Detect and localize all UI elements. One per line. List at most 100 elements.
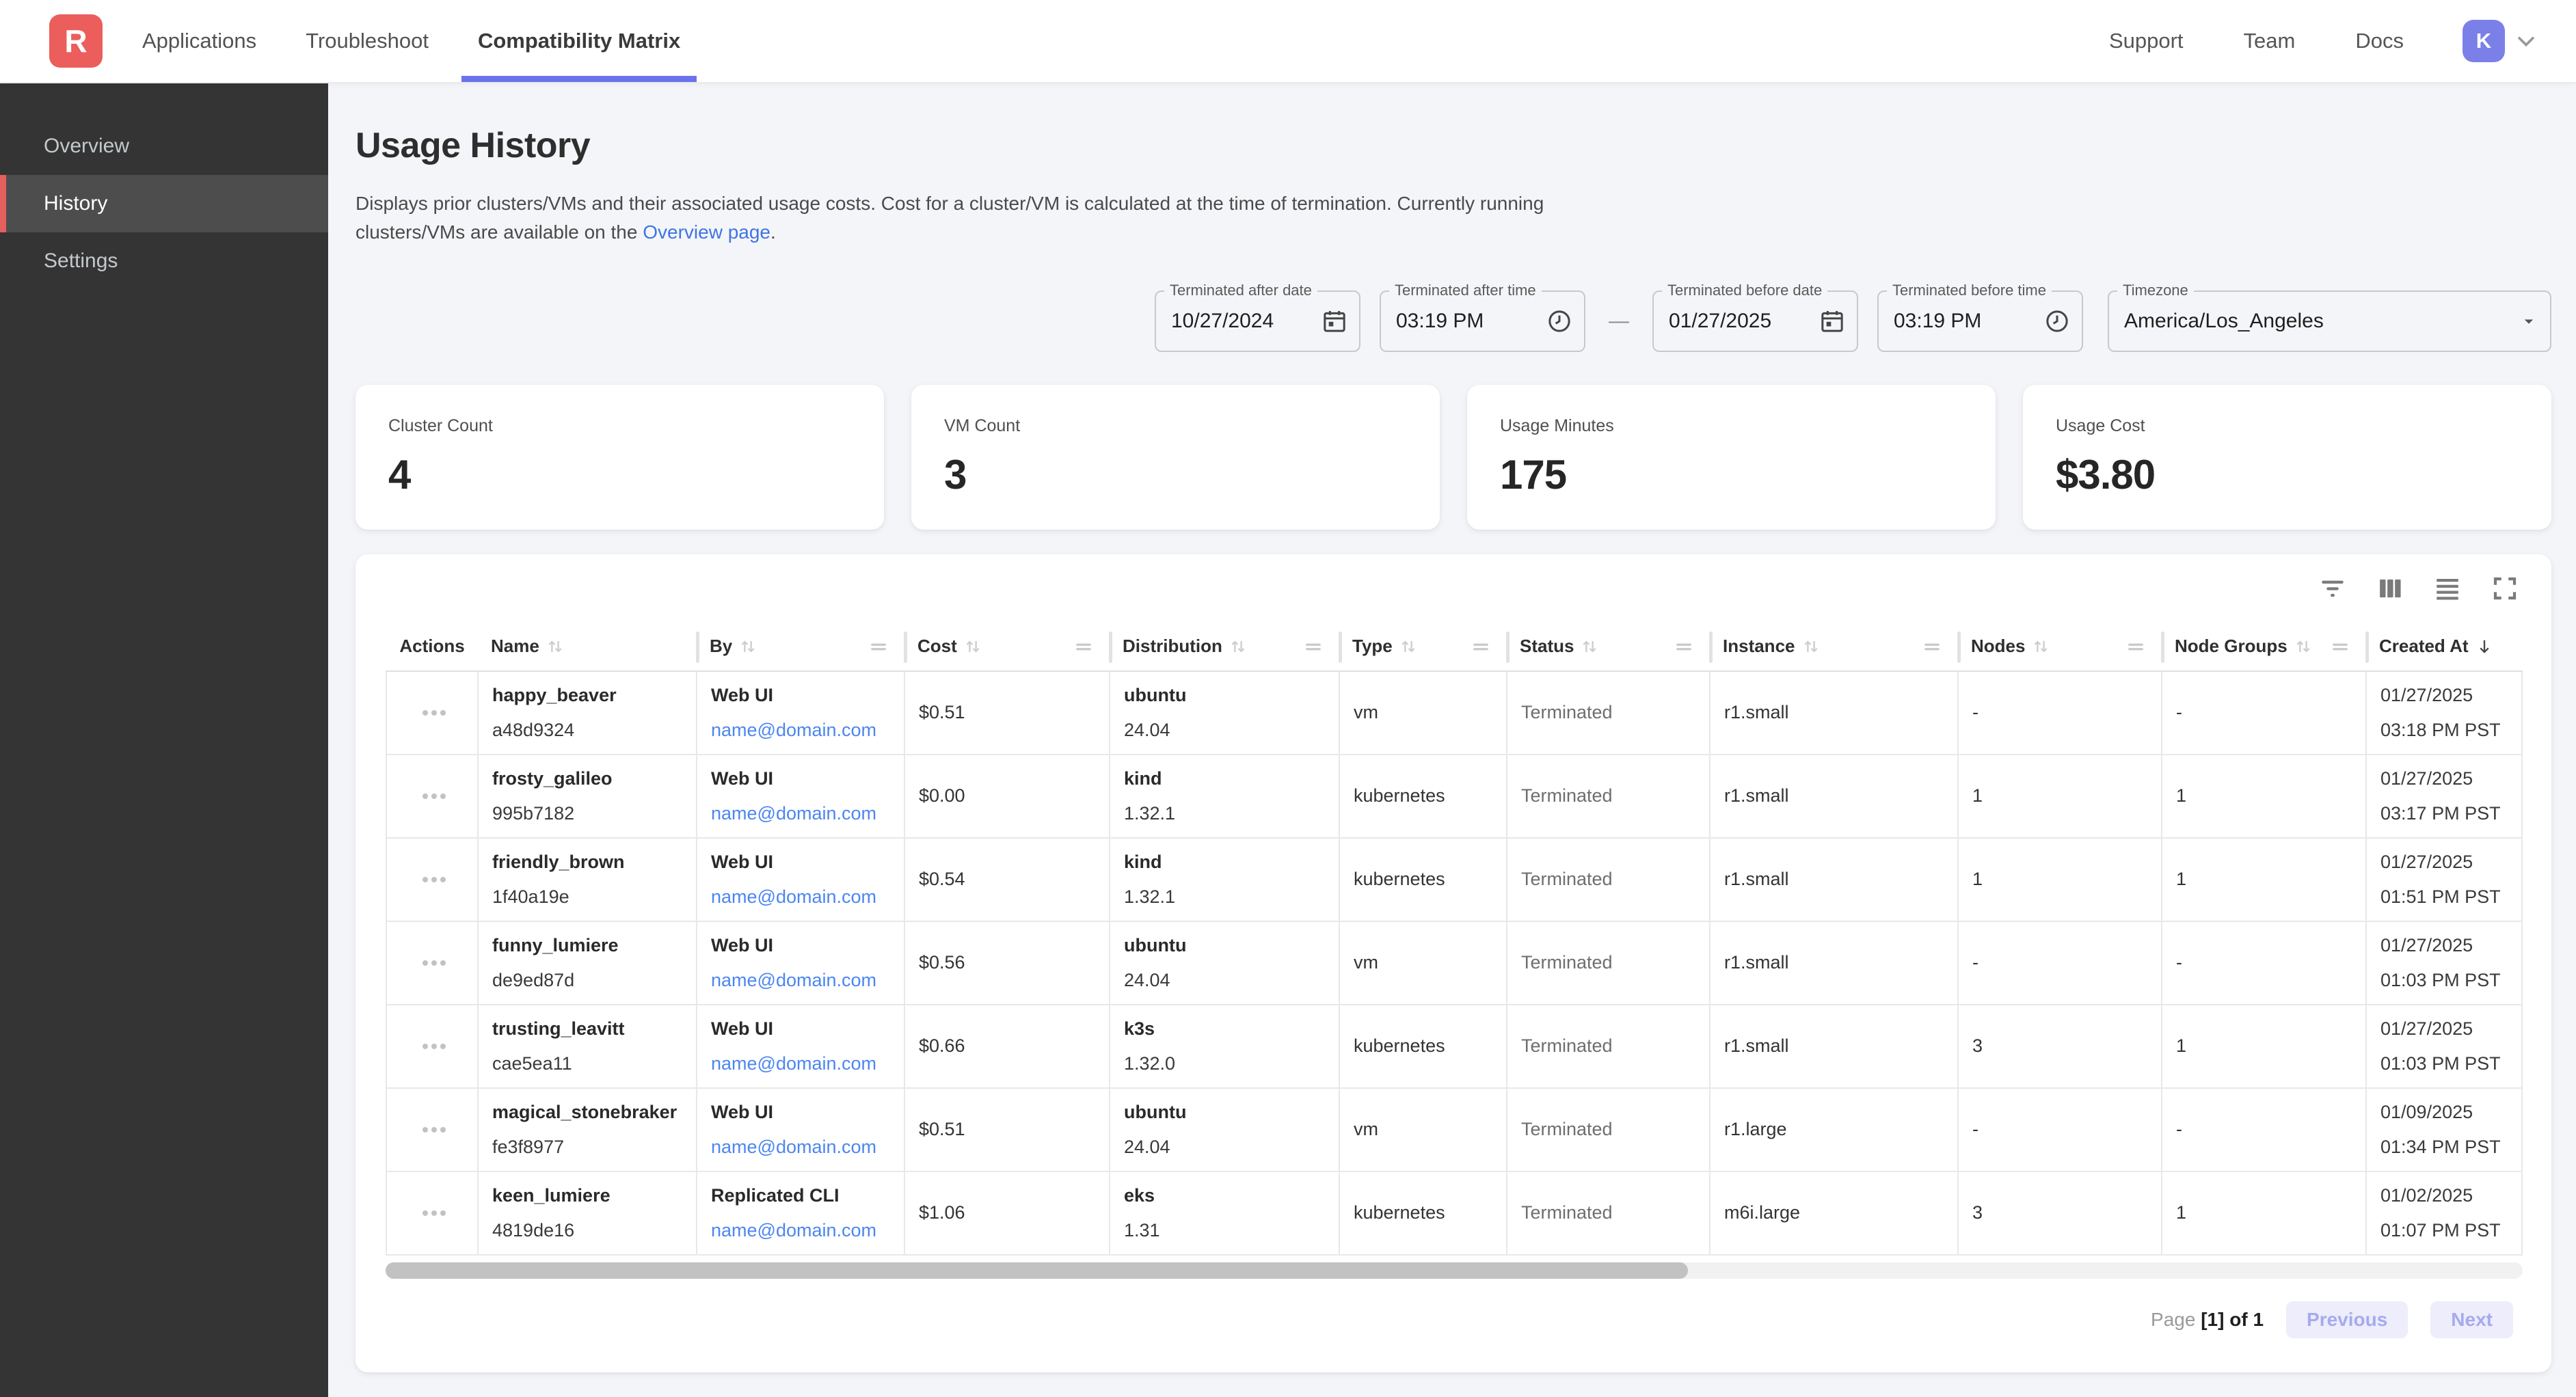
filter-terminated-after-date[interactable]: Terminated after date10/27/2024 xyxy=(1155,290,1360,352)
filter-terminated-after-date-value[interactable]: 10/27/2024 xyxy=(1171,310,1314,333)
filter-terminated-before-time[interactable]: Terminated before time03:19 PM xyxy=(1877,290,2083,352)
nav-link-team[interactable]: Team xyxy=(2214,29,2326,53)
clock-icon[interactable] xyxy=(2043,308,2071,335)
cell-status: Terminated xyxy=(1507,839,1710,921)
row-actions-button[interactable] xyxy=(386,672,479,754)
clock-icon[interactable] xyxy=(1546,308,1573,335)
row-actions-button[interactable] xyxy=(386,839,479,921)
created-by-email-link[interactable]: name@domain.com xyxy=(711,886,894,908)
toolbar-columns-button[interactable] xyxy=(2375,575,2405,605)
cell-status: Terminated xyxy=(1507,672,1710,754)
filter-terminated-before-time-value[interactable]: 03:19 PM xyxy=(1894,310,2037,333)
column-header-nodes[interactable]: Nodes xyxy=(1959,623,2162,670)
previous-page-button[interactable]: Previous xyxy=(2286,1301,2408,1338)
cell-instance: r1.small xyxy=(1710,755,1959,837)
created-by-email-link[interactable]: name@domain.com xyxy=(711,803,894,824)
created-at-date: 01/02/2025 xyxy=(2380,1185,2512,1206)
column-menu-icon[interactable] xyxy=(2331,638,2349,655)
sort-desc-arrow-icon[interactable] xyxy=(2474,636,2495,657)
nav-tab-troubleshoot[interactable]: Troubleshoot xyxy=(285,0,449,82)
cell-distribution: ubuntu24.04 xyxy=(1110,672,1340,754)
filter-timezone[interactable]: TimezoneAmerica/Los_Angeles xyxy=(2108,290,2551,352)
horizontal-scrollbar-track[interactable] xyxy=(386,1262,2523,1279)
sidebar-item-settings[interactable]: Settings xyxy=(0,232,328,290)
sort-arrows-icon[interactable] xyxy=(2030,636,2051,657)
replicated-logo[interactable]: R xyxy=(49,14,103,68)
cell-cost: $0.51 xyxy=(905,672,1110,754)
cell-distribution: eks1.31 xyxy=(1110,1172,1340,1254)
column-header-label: By xyxy=(710,636,732,657)
nav-tab-applications[interactable]: Applications xyxy=(122,0,277,82)
column-menu-icon[interactable] xyxy=(870,638,887,655)
cost-value: $0.66 xyxy=(919,1035,1099,1057)
toolbar-density-button[interactable] xyxy=(2432,575,2463,605)
column-header-status[interactable]: Status xyxy=(1507,623,1710,670)
created-at-time: 01:51 PM PST xyxy=(2380,886,2512,908)
calendar-icon[interactable] xyxy=(1321,308,1348,335)
cell-by: Replicated CLIname@domain.com xyxy=(697,1172,905,1254)
column-menu-icon[interactable] xyxy=(1923,638,1941,655)
created-by-email-link[interactable]: name@domain.com xyxy=(711,1053,894,1074)
row-actions-button[interactable] xyxy=(386,1089,479,1171)
next-page-button[interactable]: Next xyxy=(2430,1301,2513,1338)
column-header-instance[interactable]: Instance xyxy=(1710,623,1959,670)
sort-arrows-icon[interactable] xyxy=(545,636,565,657)
column-menu-icon[interactable] xyxy=(2127,638,2145,655)
date-filter-bar: Terminated after date10/27/2024 Terminate… xyxy=(355,290,2551,352)
row-actions-button[interactable] xyxy=(386,1172,479,1254)
column-header-node_groups[interactable]: Node Groups xyxy=(2162,623,2367,670)
column-menu-icon[interactable] xyxy=(1304,638,1322,655)
created-by-email-link[interactable]: name@domain.com xyxy=(711,970,894,991)
filter-terminated-before-date[interactable]: Terminated before date01/27/2025 xyxy=(1652,290,1858,352)
column-header-name[interactable]: Name xyxy=(479,623,697,670)
created-by-source: Web UI xyxy=(711,935,894,956)
column-menu-icon[interactable] xyxy=(1472,638,1490,655)
nav-link-support[interactable]: Support xyxy=(2079,29,2214,53)
stat-value: 4 xyxy=(388,451,851,498)
filter-timezone-value[interactable]: America/Los_Angeles xyxy=(2124,310,2512,333)
sidebar-item-overview[interactable]: Overview xyxy=(0,118,328,175)
cluster-name: frosty_galileo xyxy=(492,768,686,789)
node-groups-value: 1 xyxy=(2176,1202,2356,1223)
row-actions-button[interactable] xyxy=(386,755,479,837)
overview-page-link[interactable]: Overview page xyxy=(643,221,770,243)
sort-arrows-icon[interactable] xyxy=(2293,636,2313,657)
sort-arrows-icon[interactable] xyxy=(738,636,758,657)
column-header-distribution[interactable]: Distribution xyxy=(1110,623,1340,670)
toolbar-fullscreen-button[interactable] xyxy=(2490,575,2520,605)
cell-distribution: ubuntu24.04 xyxy=(1110,1089,1340,1171)
filter-terminated-before-date-value[interactable]: 01/27/2025 xyxy=(1669,310,1812,333)
filter-terminated-after-time[interactable]: Terminated after time03:19 PM xyxy=(1380,290,1585,352)
column-header-actions: Actions xyxy=(386,623,479,670)
horizontal-scrollbar-thumb[interactable] xyxy=(386,1262,1688,1279)
column-header-created_at[interactable]: Created At xyxy=(2367,623,2523,670)
sort-arrows-icon[interactable] xyxy=(1801,636,1821,657)
sort-arrows-icon[interactable] xyxy=(1579,636,1600,657)
user-avatar[interactable]: K xyxy=(2463,20,2505,62)
created-by-email-link[interactable]: name@domain.com xyxy=(711,720,894,741)
instance-value: r1.small xyxy=(1724,952,1948,973)
sidebar-item-history[interactable]: History xyxy=(0,175,328,232)
sort-arrows-icon[interactable] xyxy=(1228,636,1248,657)
toolbar-filter-button[interactable] xyxy=(2318,575,2348,605)
column-menu-icon[interactable] xyxy=(1075,638,1092,655)
nav-link-docs[interactable]: Docs xyxy=(2325,29,2434,53)
nav-tab-compatibility-matrix[interactable]: Compatibility Matrix xyxy=(457,0,701,82)
created-by-email-link[interactable]: name@domain.com xyxy=(711,1137,894,1158)
created-by-email-link[interactable]: name@domain.com xyxy=(711,1220,894,1241)
cell-node_groups: 1 xyxy=(2162,1005,2367,1087)
column-header-by[interactable]: By xyxy=(697,623,905,670)
actions-dot xyxy=(422,1044,428,1049)
actions-dot xyxy=(422,710,428,716)
dropdown-caret-icon[interactable] xyxy=(2519,311,2539,331)
column-header-type[interactable]: Type xyxy=(1340,623,1507,670)
row-actions-button[interactable] xyxy=(386,1005,479,1087)
calendar-icon[interactable] xyxy=(1819,308,1846,335)
row-actions-button[interactable] xyxy=(386,922,479,1004)
column-header-cost[interactable]: Cost xyxy=(905,623,1110,670)
filter-terminated-after-time-value[interactable]: 03:19 PM xyxy=(1396,310,1539,333)
column-menu-icon[interactable] xyxy=(1675,638,1693,655)
sort-arrows-icon[interactable] xyxy=(963,636,983,657)
sort-arrows-icon[interactable] xyxy=(1398,636,1419,657)
chevron-down-icon[interactable] xyxy=(2514,29,2538,53)
